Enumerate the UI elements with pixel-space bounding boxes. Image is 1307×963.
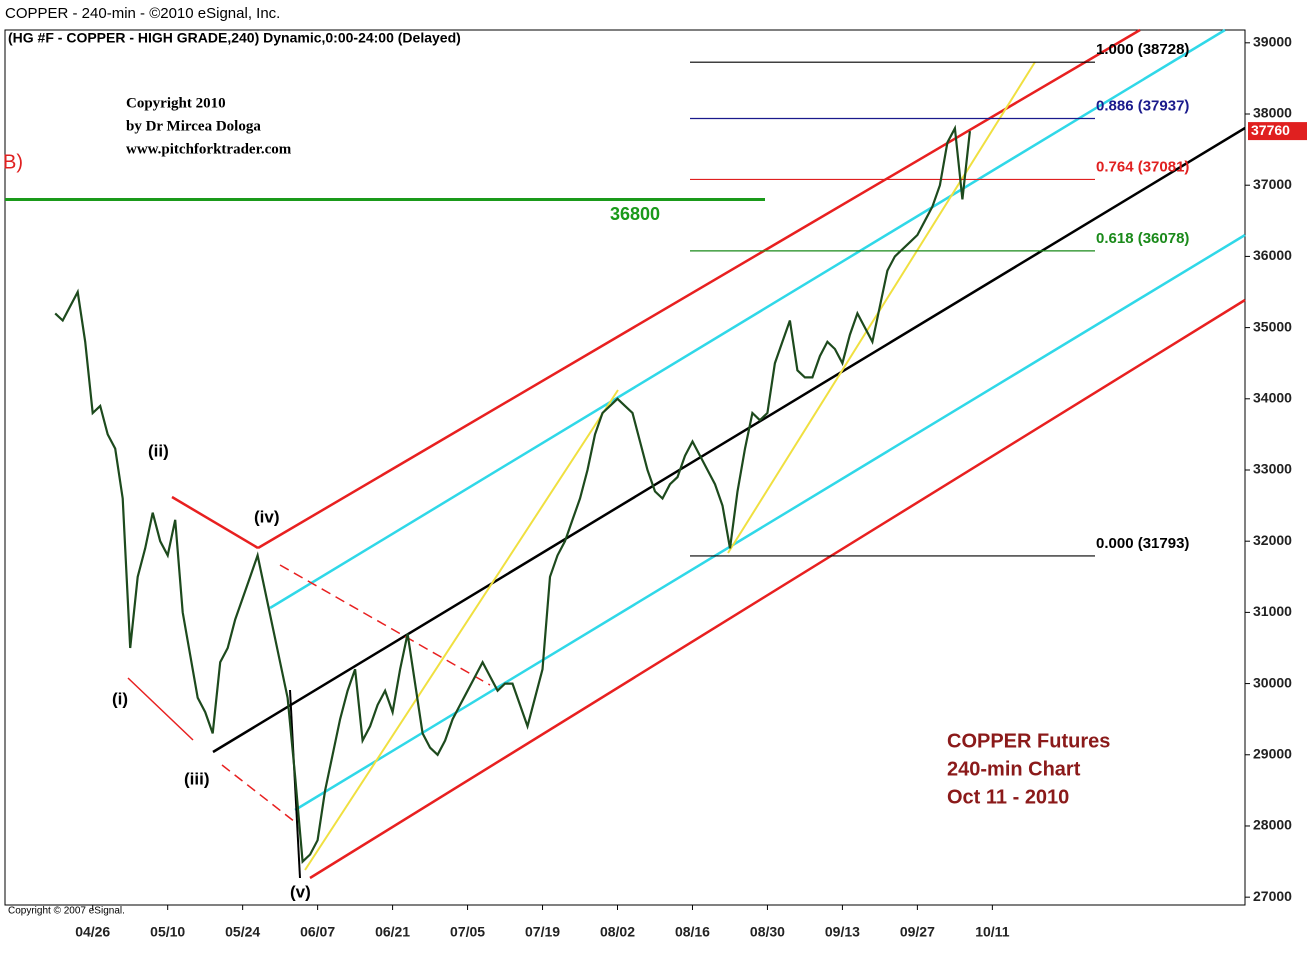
y-tick-label: 35000 — [1253, 318, 1292, 334]
y-tick-label: 32000 — [1253, 532, 1292, 548]
wave-label: (iv) — [254, 507, 280, 526]
note-line: 240-min Chart — [947, 758, 1081, 780]
x-tick-label: 04/26 — [75, 924, 110, 940]
handle-line — [171, 495, 259, 550]
fork-line — [269, 28, 1226, 610]
handle-line — [127, 677, 194, 741]
y-tick-label: 28000 — [1253, 817, 1292, 833]
fib-label: 0.000 (31793) — [1096, 535, 1189, 552]
y-tick-label: 30000 — [1253, 674, 1292, 690]
fib-label: 0.618 (36078) — [1096, 230, 1189, 247]
plot-frame — [4, 29, 1246, 906]
copyright-line: Copyright 2010 — [126, 95, 226, 111]
x-tick-label: 08/16 — [675, 924, 710, 940]
x-tick-label: 08/02 — [600, 924, 635, 940]
fib-label: 0.886 (37937) — [1096, 97, 1189, 114]
x-tick-label: 06/07 — [300, 924, 335, 940]
y-tick-label: 31000 — [1253, 603, 1292, 619]
wave-label: (iii) — [184, 769, 210, 788]
price-line — [54, 124, 971, 864]
price-badge-label: 37760 — [1251, 122, 1290, 138]
x-tick-label: 09/27 — [900, 924, 935, 940]
fork-line — [257, 28, 1141, 550]
y-tick-label: 37000 — [1253, 176, 1292, 192]
x-tick-label: 05/24 — [225, 924, 260, 940]
fork-line — [309, 298, 1246, 880]
footer: Copyright © 2007 eSignal. — [8, 906, 125, 917]
fib-label: 0.764 (37081) — [1096, 158, 1189, 175]
dashed-line — [279, 564, 491, 686]
y-tick-label: 36000 — [1253, 247, 1292, 263]
y-tick-label: 33000 — [1253, 461, 1292, 477]
trend-line — [727, 61, 1036, 554]
copyright-line: www.pitchforktrader.com — [126, 141, 292, 157]
dashed-line — [221, 764, 296, 823]
wave-label: (i) — [112, 689, 128, 708]
y-tick-label: 29000 — [1253, 745, 1292, 761]
x-tick-label: 10/11 — [975, 924, 1009, 940]
fork-median — [212, 126, 1246, 754]
wave-label: (ii) — [148, 441, 169, 460]
pitchfork — [127, 28, 1246, 880]
fib-label: 1.000 (38728) — [1096, 41, 1189, 58]
chart-title: COPPER - 240-min - ©2010 eSignal, Inc. — [5, 5, 280, 22]
copyright-line: by Dr Mircea Dologa — [126, 118, 261, 134]
x-tick-label: 05/10 — [150, 924, 185, 940]
y-tick-label: 34000 — [1253, 389, 1292, 405]
wave-label: (v) — [290, 882, 311, 901]
x-tick-label: 07/05 — [450, 924, 485, 940]
x-tick-label: 06/21 — [375, 924, 410, 940]
chart-subtitle: (HG #F - COPPER - HIGH GRADE,240) Dynami… — [8, 30, 461, 46]
x-tick-label: 09/13 — [825, 924, 860, 940]
y-tick-label: 27000 — [1253, 888, 1292, 904]
note-line: COPPER Futures — [947, 730, 1110, 752]
side-label: B) — [3, 151, 23, 173]
chart-note: COPPER Futures 240-min Chart Oct 11 - 20… — [947, 730, 1110, 808]
y-tick-label: 39000 — [1253, 34, 1292, 50]
x-tick-label: 07/19 — [525, 924, 560, 940]
note-line: Oct 11 - 2010 — [947, 786, 1069, 808]
price-badge — [1248, 122, 1307, 141]
y-tick-label: 38000 — [1253, 105, 1292, 121]
wave-labels: (i) (ii) (iii) (iv) (v) — [112, 441, 311, 901]
level-label: 36800 — [610, 204, 660, 224]
fork-line — [294, 233, 1246, 812]
copyright: Copyright 2010 by Dr Mircea Dologa www.p… — [126, 95, 292, 157]
x-tick-label: 08/30 — [750, 924, 785, 940]
trend-line — [304, 389, 619, 871]
